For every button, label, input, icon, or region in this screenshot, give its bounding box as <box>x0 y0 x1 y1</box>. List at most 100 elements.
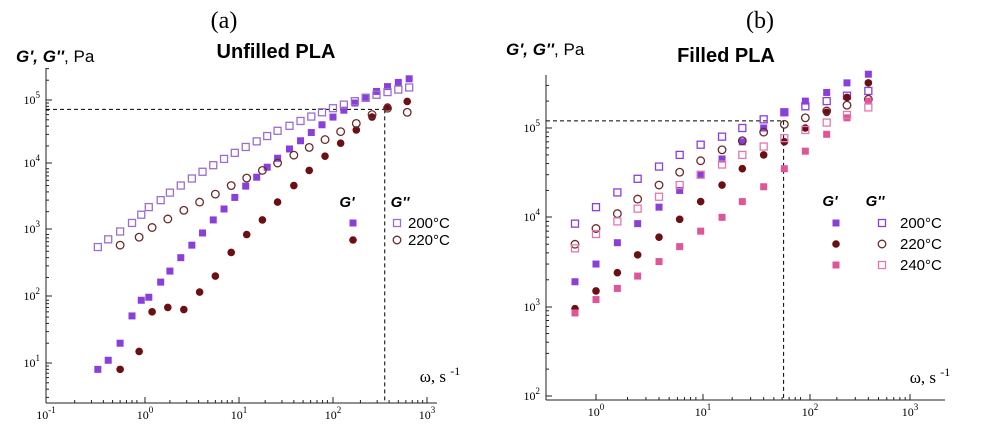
data-point <box>352 126 361 134</box>
data-point <box>115 240 125 250</box>
data-point <box>187 174 197 183</box>
data-point <box>864 103 873 112</box>
data-point <box>801 97 809 105</box>
x-tick-label: 102 <box>325 405 342 422</box>
x-axis-label: ω, s -1 <box>420 364 461 386</box>
data-point <box>676 243 684 251</box>
data-point <box>195 197 205 207</box>
legend-header: G'' <box>866 193 885 210</box>
data-point <box>759 142 768 151</box>
data-point <box>147 223 157 232</box>
data-point <box>297 137 305 145</box>
data-point <box>177 254 185 262</box>
y-tick-label: 103 <box>524 297 541 314</box>
data-point <box>613 284 621 292</box>
data-point <box>116 365 124 374</box>
data-point <box>801 124 810 132</box>
data-point <box>864 97 872 105</box>
data-point <box>307 129 315 137</box>
data-point <box>289 150 299 160</box>
legend-marker <box>832 261 840 269</box>
data-point <box>696 170 705 179</box>
data-point <box>318 121 326 129</box>
data-point <box>800 113 810 123</box>
y-tick-label: 105 <box>524 118 541 135</box>
data-point <box>209 216 217 224</box>
data-point <box>242 230 251 239</box>
data-point <box>718 155 726 163</box>
legend-header: G'' <box>391 194 410 211</box>
data-point <box>780 165 788 173</box>
data-point <box>760 183 768 191</box>
data-point <box>156 195 165 205</box>
data-point <box>801 102 810 111</box>
data-point <box>571 309 579 317</box>
data-point <box>696 156 706 166</box>
data-point <box>633 251 642 259</box>
data-point <box>655 258 663 266</box>
data-point <box>571 278 579 286</box>
legend-marker <box>349 219 357 227</box>
data-point <box>176 181 185 190</box>
data-point <box>384 83 392 91</box>
data-point <box>145 293 153 301</box>
data-point <box>165 188 175 197</box>
data-point <box>405 75 413 83</box>
data-point <box>675 215 684 224</box>
x-axis-label: ω, s -1 <box>910 365 951 387</box>
data-point <box>634 272 642 280</box>
data-point <box>252 137 261 146</box>
series-200C-storage <box>94 75 413 373</box>
data-point <box>738 164 747 173</box>
data-point <box>864 79 873 87</box>
data-point <box>304 142 314 152</box>
legend-label: 200°C <box>900 215 942 232</box>
data-point <box>633 204 642 213</box>
data-point <box>780 133 789 143</box>
data-point <box>759 151 768 159</box>
x-tick-label: 100 <box>137 405 154 422</box>
data-point <box>843 93 851 102</box>
data-point <box>842 110 852 120</box>
data-point <box>654 180 664 190</box>
data-point <box>403 97 412 106</box>
data-point <box>144 202 153 212</box>
data-point <box>613 239 621 247</box>
data-point <box>128 312 136 320</box>
data-point <box>372 90 381 99</box>
data-point <box>718 213 726 221</box>
data-point <box>738 138 746 146</box>
y-tick-label: 101 <box>24 353 41 370</box>
data-point <box>592 287 600 295</box>
chart-panel-b: (b) Filled PLA G', G'', Pa 100 101 102 103 102 1… <box>506 8 950 419</box>
data-point <box>655 203 663 211</box>
x-tick-label: 103 <box>419 405 436 422</box>
data-point <box>655 233 663 241</box>
data-point <box>210 189 220 199</box>
legend-label: 200°C <box>408 215 450 232</box>
y-axis-label: G', G'', Pa <box>16 47 95 66</box>
data-point <box>127 218 137 228</box>
data-point <box>654 162 664 171</box>
legend-header: G' <box>822 193 838 210</box>
data-point <box>402 107 412 117</box>
data-point <box>383 103 392 113</box>
data-point <box>717 132 727 141</box>
x-tick-label: 102 <box>802 402 819 419</box>
data-point <box>137 296 145 304</box>
data-point <box>654 192 664 201</box>
data-point <box>134 232 144 242</box>
legend-marker <box>832 219 840 227</box>
data-point <box>336 127 346 137</box>
x-tick-label: 103 <box>902 402 919 419</box>
data-point <box>591 203 601 212</box>
data-point <box>696 197 705 206</box>
data-point <box>351 118 361 128</box>
y-axis-label: G', G'', Pa <box>506 40 585 59</box>
data-point <box>188 241 196 249</box>
data-point <box>675 180 684 190</box>
series-200C-loss <box>93 83 414 252</box>
data-point <box>823 130 831 138</box>
data-point <box>801 147 809 155</box>
